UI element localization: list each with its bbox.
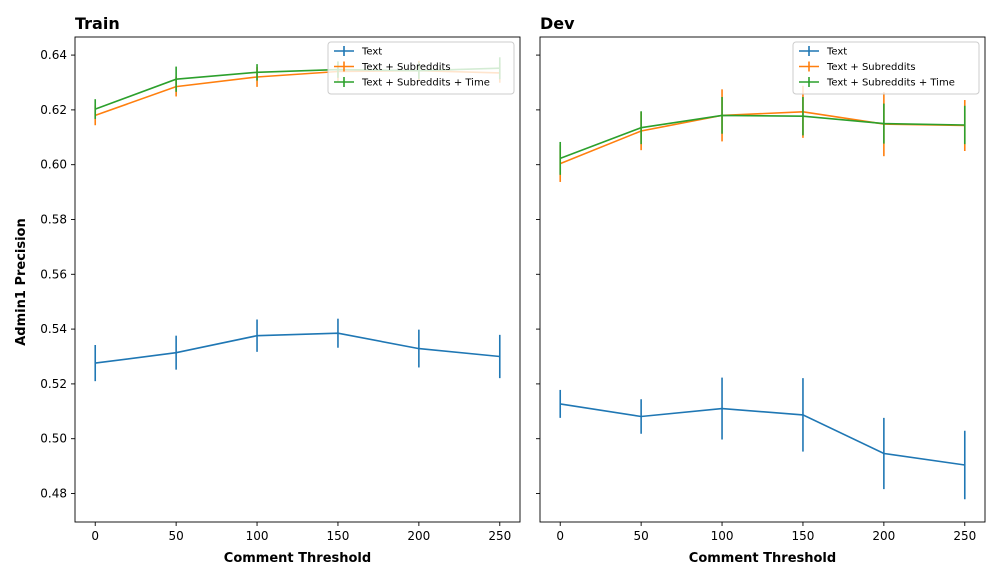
panel-dev-x-tick-label: 200 <box>872 529 895 543</box>
legend-label: Text + Subreddits <box>826 62 916 73</box>
panel-train-legend-item-text: Text <box>334 46 382 58</box>
panel-train-x-tick-label: 250 <box>488 529 511 543</box>
panel-dev-series-text <box>559 377 966 500</box>
panel-train-x-tick-label: 150 <box>327 529 350 543</box>
panel-train-y-tick-label: 0.48 <box>40 487 67 501</box>
panel-train-series-text-line <box>95 332 500 364</box>
panel-train-y-tick-label: 0.52 <box>40 377 67 391</box>
panel-train-x-tick-label: 200 <box>407 529 430 543</box>
legend-label: Text <box>826 47 847 58</box>
panel-dev-x-tick-label: 50 <box>633 529 648 543</box>
panel-dev-series-text-subreddits-time-line <box>559 114 965 160</box>
panel-dev-legend-box <box>792 41 980 95</box>
panel-train-legend-item-text-subreddits: Text + Subreddits <box>334 61 451 73</box>
panel-train-y-tick-label: 0.62 <box>40 103 67 117</box>
panel-train-y-tick-label: 0.50 <box>40 432 67 446</box>
panel-train-y-tick-label: 0.64 <box>40 48 67 62</box>
panel-train-y-tick-label: 0.54 <box>40 322 67 336</box>
legend-label: Text + Subreddits + Time <box>826 78 955 89</box>
panel-dev-legend: Text Text + Subreddits Text + Subreddits +… <box>792 41 980 95</box>
panel-train-legend-item-text-subreddits-time: Text + Subreddits + Time <box>334 77 490 89</box>
panel-dev-legend-item-text: Text <box>799 46 847 58</box>
y-axis-label: Admin1 Precision <box>14 218 29 346</box>
panel-dev-title: Dev <box>540 14 575 33</box>
legend-label: Text + Subreddits + Time <box>361 78 490 89</box>
panel-train-x-tick-label: 50 <box>168 529 183 543</box>
panel-train-legend-box <box>327 41 515 95</box>
panel-dev-series-text-line <box>560 403 965 466</box>
panel-dev-x-axis-label: Comment Threshold <box>689 551 836 566</box>
panel-train-y-tick-label: 0.56 <box>40 267 67 281</box>
panel-train-y-tick-label: 0.58 <box>40 212 67 226</box>
panel-dev-legend-item-text-subreddits-time: Text + Subreddits + Time <box>799 77 955 89</box>
panel-dev-x-tick-label: 250 <box>953 529 976 543</box>
panel-train-y-tick-label: 0.60 <box>40 158 67 172</box>
panel-dev-x-tick-label: 100 <box>711 529 734 543</box>
legend-label: Text + Subreddits <box>361 62 451 73</box>
panel-train-title: Train <box>75 14 120 33</box>
panel-train-x-tick-label: 100 <box>246 529 269 543</box>
panel-dev-series-text-subreddits-time <box>559 97 966 175</box>
panel-train-series-text <box>94 318 501 382</box>
panel-train-x-axis-label: Comment Threshold <box>224 551 371 566</box>
panel-train-legend: Text Text + Subreddits Text + Subreddits +… <box>327 41 515 95</box>
panel-train: Train 0 50 100 150 200 250 Comment Threshold 0.4… <box>40 14 521 566</box>
panel-train-x-tick-label: 0 <box>91 529 99 543</box>
panel-dev-legend-item-text-subreddits: Text + Subreddits <box>799 61 916 73</box>
panel-dev-x-tick-label: 0 <box>556 529 564 543</box>
legend-label: Text <box>361 47 382 58</box>
panel-train-axes-frame <box>74 36 521 523</box>
panel-dev-x-tick-label: 150 <box>792 529 815 543</box>
panel-dev-axes-frame <box>539 36 986 523</box>
